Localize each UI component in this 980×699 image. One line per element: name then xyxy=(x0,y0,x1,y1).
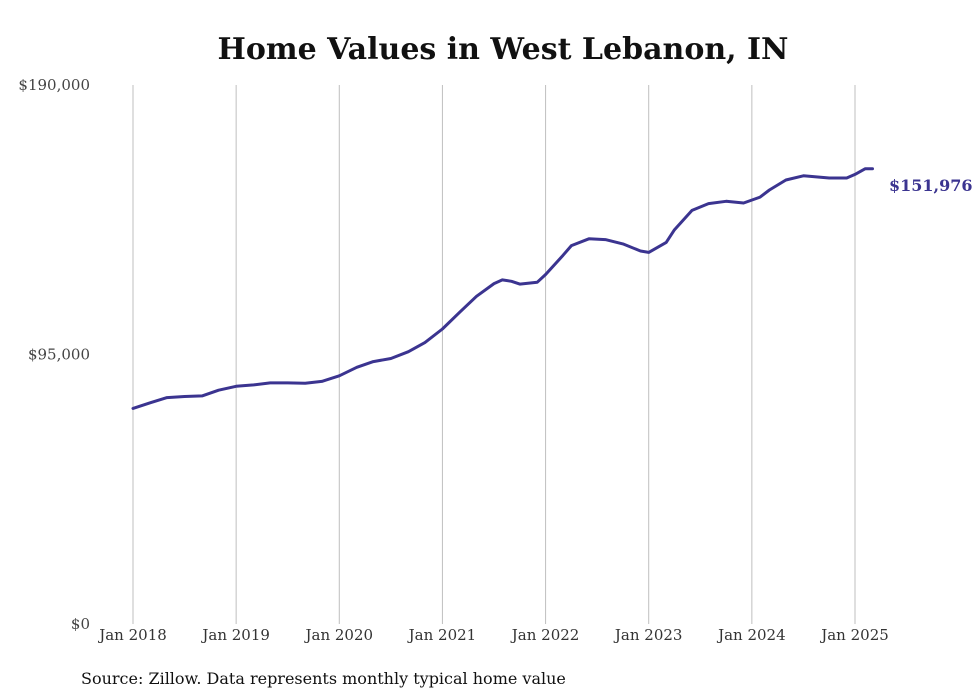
x-axis-ticks: Jan 2018 Jan 2019 Jan 2020 Jan 2021 Jan 2022… xyxy=(97,626,889,644)
chart-title: Home Values in West Lebanon, IN xyxy=(218,32,789,67)
series-line xyxy=(131,167,874,410)
x-tick-label: Jan 2022 xyxy=(510,626,580,644)
gridlines xyxy=(132,85,856,624)
y-tick-label: $95,000 xyxy=(28,346,90,364)
y-axis-ticks: $0 $95,000 $190,000 xyxy=(18,76,90,633)
x-tick-label: Jan 2018 xyxy=(97,626,167,644)
x-tick-label: Jan 2019 xyxy=(200,626,270,644)
x-tick-label: Jan 2020 xyxy=(304,626,374,644)
source-note: Source: Zillow. Data represents monthly … xyxy=(81,669,566,688)
end-value-label: $151,976 xyxy=(889,176,973,195)
y-tick-label: $190,000 xyxy=(18,76,90,94)
x-tick-label: Jan 2021 xyxy=(407,626,477,644)
x-tick-label: Jan 2025 xyxy=(819,626,889,644)
x-tick-label: Jan 2023 xyxy=(613,626,683,644)
y-tick-label: $0 xyxy=(71,615,90,633)
x-tick-label: Jan 2024 xyxy=(716,626,786,644)
